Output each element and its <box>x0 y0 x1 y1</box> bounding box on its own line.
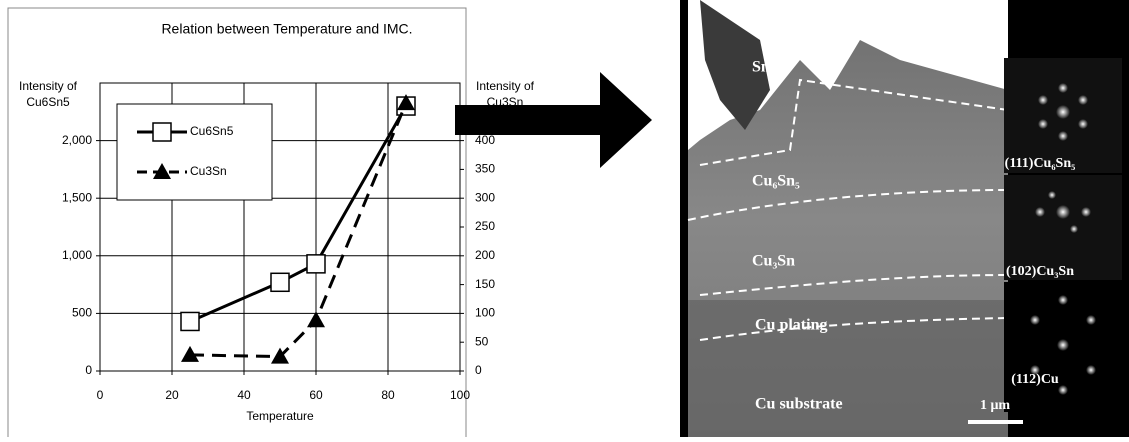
y-axis-title: Cu6Sn5 <box>26 95 70 109</box>
page: Relation between Temperature and IMC. Te… <box>0 0 1129 437</box>
y-tick-label: 0 <box>85 363 92 377</box>
y2-tick-label: 400 <box>475 133 495 147</box>
y-tick-label: 2,000 <box>62 133 92 147</box>
point <box>271 273 289 291</box>
x-tick-label: 40 <box>237 388 251 402</box>
layer-label: Cu plating <box>755 317 827 334</box>
y-tick-label: 1,000 <box>62 248 92 262</box>
scale-label: 1 μm <box>980 398 1010 413</box>
layer-label: Cu₆Sn₅ <box>752 173 800 190</box>
y2-tick-label: 150 <box>475 277 495 291</box>
y2-tick-label: 300 <box>475 190 495 204</box>
x-axis-title: Temperature <box>246 409 314 423</box>
layer-label: Cu substrate <box>755 396 843 413</box>
substrate-shade <box>688 300 1008 437</box>
y-tick-label: 500 <box>72 306 92 320</box>
x-tick-label: 100 <box>450 388 470 402</box>
legend-marker <box>153 123 171 141</box>
legend-label: Cu3Sn <box>190 164 227 178</box>
y2-axis-title: Intensity of <box>476 79 535 93</box>
y-tick-label: 1,500 <box>62 190 92 204</box>
chart-title: Relation between Temperature and IMC. <box>161 21 412 37</box>
y2-tick-label: 0 <box>475 363 482 377</box>
y2-tick-label: 250 <box>475 219 495 233</box>
y2-tick-label: 200 <box>475 248 495 262</box>
scale-bar <box>968 420 1023 424</box>
x-tick-label: 80 <box>381 388 395 402</box>
x-tick-label: 0 <box>97 388 104 402</box>
layer-label: Cu₃Sn <box>752 253 795 270</box>
y2-tick-label: 50 <box>475 334 489 348</box>
inset-label: (112)Cu <box>1011 372 1059 387</box>
chart-frame <box>8 8 466 437</box>
point <box>181 312 199 330</box>
point <box>307 255 325 273</box>
inset-label: (111)Cu₆Sn₅ <box>1005 156 1076 171</box>
legend-label: Cu6Sn5 <box>190 124 234 138</box>
inset-label: (102)Cu₃Sn <box>1006 264 1074 279</box>
micrograph: Sn Cu₆Sn₅ Cu₃Sn Cu plating Cu substrate … <box>680 0 1129 437</box>
y-axis-title: Intensity of <box>19 79 78 93</box>
legend <box>117 104 272 200</box>
y2-tick-label: 100 <box>475 306 495 320</box>
layer-label: Sn <box>752 59 770 76</box>
x-tick-label: 20 <box>165 388 179 402</box>
x-tick-label: 60 <box>309 388 323 402</box>
y2-tick-label: 350 <box>475 162 495 176</box>
